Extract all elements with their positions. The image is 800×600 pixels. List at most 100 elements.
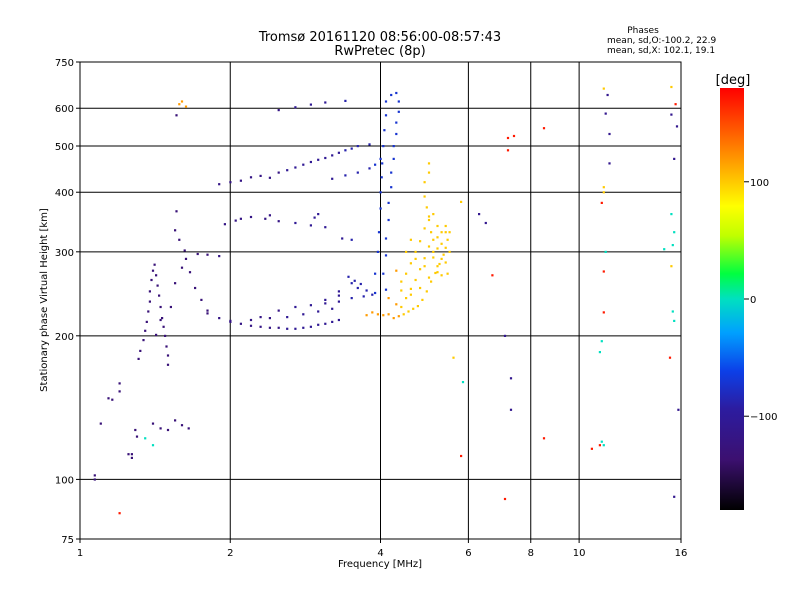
data-point: [600, 201, 603, 204]
data-point: [432, 256, 435, 259]
data-point: [503, 497, 507, 501]
y-tick-label: 200: [55, 332, 74, 343]
data-point: [382, 145, 385, 148]
data-point: [341, 237, 344, 240]
data-point: [239, 322, 242, 325]
data-point: [423, 181, 426, 184]
phases-line-x: mean, sd,X: 102.1, 19.1: [607, 46, 715, 56]
x-tick-label: 16: [675, 548, 688, 559]
data-point: [446, 238, 449, 241]
data-point: [294, 106, 297, 109]
data-point: [183, 249, 186, 252]
data-point: [159, 305, 162, 309]
colorbar-tick-label: −100: [750, 412, 777, 423]
data-point: [180, 266, 184, 269]
data-point: [604, 250, 607, 253]
data-point: [144, 437, 147, 440]
data-point: [194, 286, 197, 290]
x-tick-label: 10: [573, 548, 586, 559]
y-axis-label: Stationary phase Virtual Height [km]: [39, 208, 50, 392]
data-point: [249, 324, 253, 327]
data-point: [409, 238, 412, 241]
data-point: [409, 293, 412, 296]
data-point: [446, 272, 449, 275]
data-point: [436, 224, 439, 228]
data-point: [175, 210, 178, 213]
data-point: [374, 163, 377, 166]
data-point: [368, 167, 371, 170]
data-point: [440, 257, 443, 260]
data-point: [602, 270, 605, 273]
data-point: [602, 186, 605, 189]
data-point: [264, 217, 267, 220]
data-point: [200, 298, 203, 301]
data-point: [324, 101, 327, 104]
data-point: [277, 309, 280, 312]
data-point: [337, 300, 340, 303]
data-point: [362, 295, 365, 298]
data-point: [148, 290, 151, 293]
data-point: [118, 512, 121, 515]
data-point: [670, 85, 673, 89]
data-point: [93, 478, 96, 481]
data-point: [277, 326, 280, 329]
data-point: [277, 220, 280, 223]
data-point: [598, 444, 601, 447]
y-tick-label: 100: [55, 475, 74, 486]
data-point: [118, 382, 121, 385]
data-point: [374, 291, 377, 295]
chart-subtitle: RwPretec (8p): [334, 44, 425, 59]
data-point: [302, 163, 305, 166]
data-point: [229, 181, 232, 184]
data-point: [436, 271, 439, 274]
data-point: [137, 357, 140, 360]
data-point: [174, 282, 177, 285]
data-point: [436, 265, 439, 268]
data-point: [165, 345, 168, 348]
data-point: [506, 136, 510, 140]
y-tick-label: 600: [55, 104, 74, 115]
data-point: [438, 262, 441, 266]
data-point: [111, 398, 114, 401]
data-point: [344, 174, 347, 177]
data-point: [668, 356, 672, 359]
data-point: [162, 325, 165, 328]
data-point: [430, 280, 433, 283]
data-point: [153, 263, 156, 266]
data-point: [425, 290, 428, 293]
data-point: [184, 257, 188, 260]
data-point: [390, 171, 393, 174]
data-point: [506, 149, 510, 152]
data-point: [395, 91, 398, 95]
data-point: [414, 250, 417, 253]
y-tick-label: 75: [61, 535, 74, 546]
data-point: [384, 100, 388, 103]
data-point: [144, 329, 147, 332]
data-point: [151, 444, 155, 447]
data-point: [365, 314, 368, 317]
data-point: [670, 213, 673, 216]
data-point: [368, 143, 371, 146]
data-point: [302, 326, 305, 329]
data-point: [380, 176, 383, 179]
colorbar-tick-label: 100: [750, 178, 769, 189]
data-point: [118, 390, 121, 393]
data-point: [600, 340, 603, 343]
data-point: [178, 103, 181, 106]
data-point: [174, 229, 177, 232]
x-axis-label: Frequency [MHz]: [338, 559, 422, 570]
data-point: [419, 286, 422, 290]
data-point: [234, 219, 237, 222]
data-point: [93, 474, 96, 477]
data-point: [249, 215, 253, 219]
data-point: [268, 326, 271, 329]
x-tick-label: 4: [377, 548, 383, 559]
data-point: [130, 456, 133, 459]
y-axis: 75 100 200 300 400 500 600 750: [55, 58, 80, 546]
data-point: [324, 226, 327, 229]
data-point: [397, 315, 400, 318]
data-point: [294, 166, 297, 169]
colorbar-ticks: 100 0 −100: [744, 178, 777, 423]
data-point: [395, 132, 398, 136]
x-axis: 1 2 4 6 8 10 16: [77, 539, 688, 559]
